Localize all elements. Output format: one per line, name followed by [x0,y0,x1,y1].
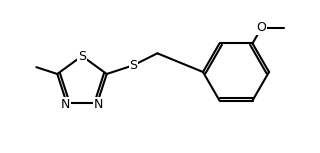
Text: S: S [129,59,137,72]
Text: N: N [61,97,70,110]
Text: O: O [257,21,267,34]
Text: S: S [78,50,86,62]
Text: N: N [93,97,103,110]
